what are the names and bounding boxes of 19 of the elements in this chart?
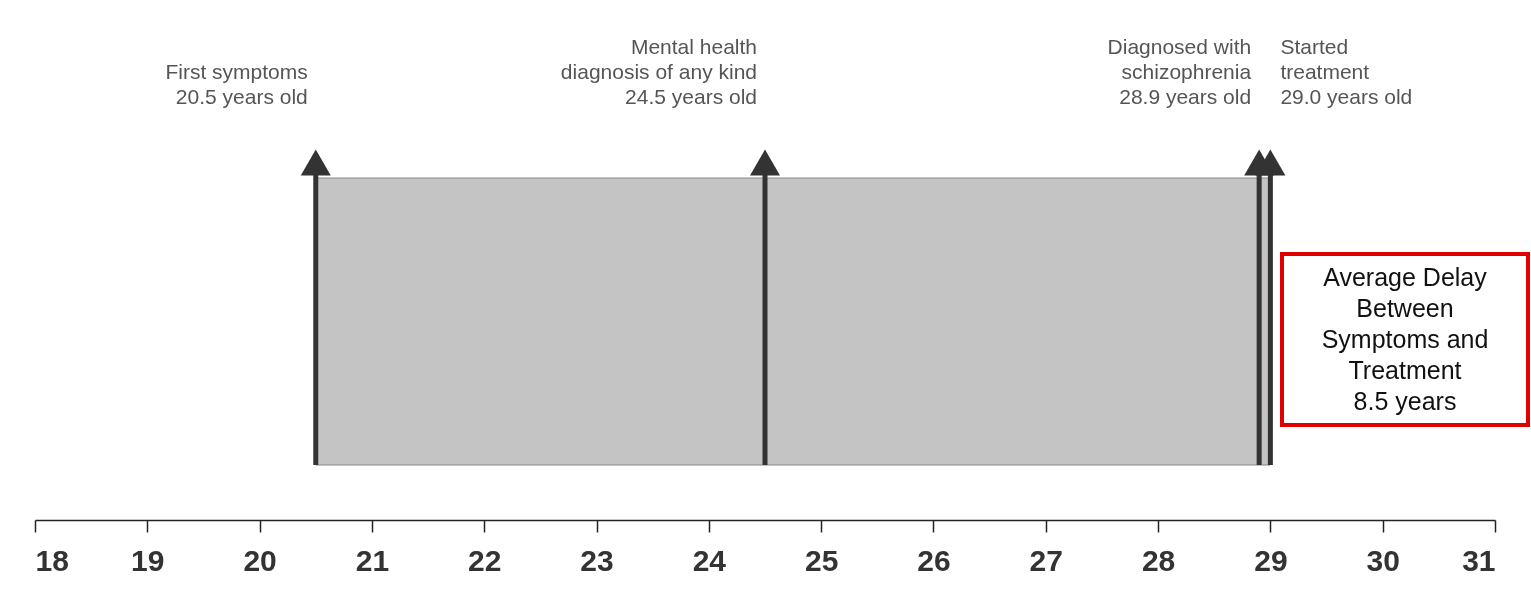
- x-tick-label: 27: [1029, 543, 1063, 577]
- x-tick-label: 26: [917, 543, 951, 577]
- x-tick-label: 30: [1366, 543, 1400, 577]
- ref-line-label: Started treatment 29.0 years old: [1280, 35, 1413, 108]
- x-tick-label: 24: [692, 543, 727, 577]
- x-tick-label: 19: [131, 543, 165, 577]
- x-tick-label: 29: [1254, 543, 1288, 577]
- x-tick-label: 18: [35, 543, 69, 577]
- ref-line-label: Mental health diagnosis of any kind 24.5 years old: [560, 35, 757, 108]
- text-box: Average Delay Between Symptoms and Treatment 8.5 years: [1280, 252, 1530, 427]
- ref-line-label: Diagnosed with schizophrenia 28.9 years old: [1107, 35, 1252, 108]
- x-tick-label: 25: [804, 543, 839, 577]
- ref-line-label: First symptoms 20.5 years old: [165, 60, 308, 108]
- x-tick-label: 23: [580, 543, 614, 577]
- x-tick-label: 20: [243, 543, 277, 577]
- x-tick-label: 31: [1462, 543, 1496, 577]
- x-tick-label: 28: [1141, 543, 1176, 577]
- x-tick-label: 21: [355, 543, 390, 577]
- x-tick-label: 22: [468, 543, 502, 577]
